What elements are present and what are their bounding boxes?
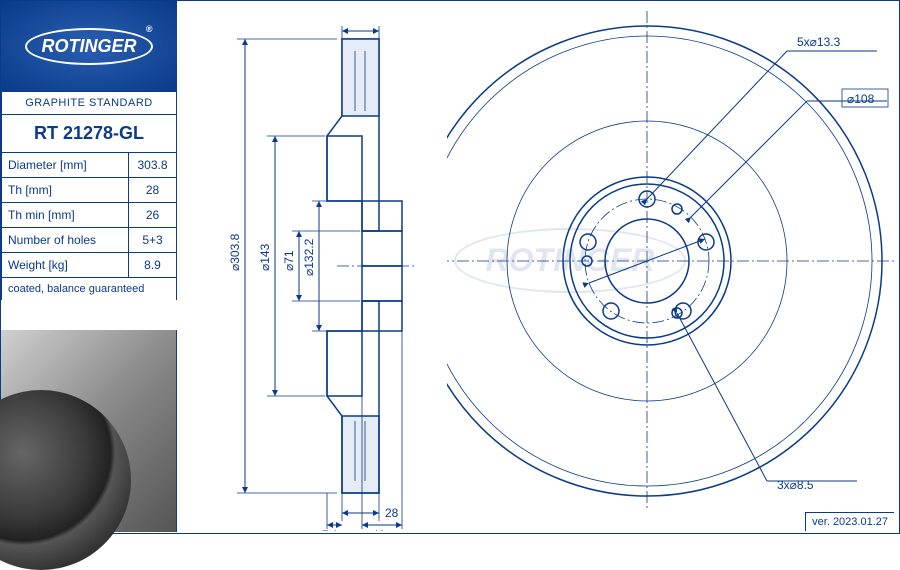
weight-value: 8.9 <box>129 253 177 278</box>
spec-table: GRAPHITE STANDARD RT 21278-GL Diameter [… <box>1 91 177 300</box>
offset-dim: 7.1 <box>322 528 339 531</box>
weight-label: Weight [kg] <box>2 253 129 278</box>
flange-dim: 41 <box>372 528 386 531</box>
th-value: 28 <box>129 178 177 203</box>
thickness-dim: 28 <box>385 506 399 520</box>
pilot-dia-dim: ⌀132.2 <box>302 238 316 276</box>
product-photo <box>0 390 131 570</box>
bore-dia-dim: ⌀71 <box>282 250 296 271</box>
standard-label: GRAPHITE STANDARD <box>2 92 177 115</box>
holes-value: 5+3 <box>129 228 177 253</box>
diameter-value: 303.8 <box>129 153 177 178</box>
brand-logo: ROTINGER ® <box>25 28 152 65</box>
thmin-label: Th min [mm] <box>2 203 129 228</box>
bolt-holes-dim: 5x⌀13.3 <box>797 35 841 49</box>
registered-mark: ® <box>146 24 153 34</box>
technical-drawing: ⌀303.8 ⌀143 ⌀71 ⌀132.2 28 7.1 41 <box>177 1 899 533</box>
version-label: ver. 2023.01.27 <box>805 512 894 531</box>
hub-dia-dim: ⌀143 <box>258 243 272 271</box>
thmin-value: 26 <box>129 203 177 228</box>
note: coated, balance guaranteed <box>2 278 177 301</box>
small-holes-dim: 3x⌀8.5 <box>777 478 814 492</box>
side-view: ⌀303.8 ⌀143 ⌀71 ⌀132.2 28 7.1 41 <box>207 21 437 531</box>
product-photo-box <box>1 330 177 532</box>
part-number: RT 21278-GL <box>2 115 177 153</box>
holes-label: Number of holes <box>2 228 129 253</box>
front-view: 5x⌀13.3 ⌀108 3x⌀8.5 <box>447 11 897 521</box>
pcd-dim: ⌀108 <box>847 92 875 106</box>
outer-dia-dim: ⌀303.8 <box>228 233 242 271</box>
brand-logo-box: ROTINGER ® <box>1 1 177 91</box>
diameter-label: Diameter [mm] <box>2 153 129 178</box>
brand-text: ROTINGER <box>41 36 136 56</box>
th-label: Th [mm] <box>2 178 129 203</box>
